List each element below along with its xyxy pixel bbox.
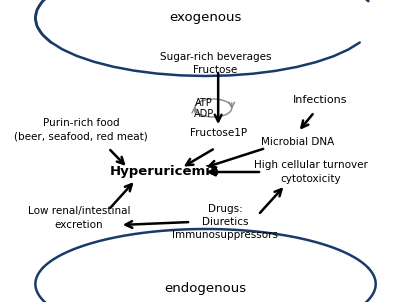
Text: Low renal/intestinal
excretion: Low renal/intestinal excretion [28, 206, 130, 230]
Text: High cellular turnover
cytotoxicity: High cellular turnover cytotoxicity [254, 160, 368, 184]
Text: endogenous: endogenous [164, 282, 246, 295]
Text: Microbial DNA: Microbial DNA [261, 137, 334, 147]
Text: Sugar-rich beverages
Fructose: Sugar-rich beverages Fructose [160, 52, 271, 75]
Text: ATP: ATP [195, 98, 212, 108]
Text: Purin-rich food
(beer, seafood, red meat): Purin-rich food (beer, seafood, red meat… [14, 118, 148, 142]
Text: Drugs:
Diuretics
Immunosuppressors: Drugs: Diuretics Immunosuppressors [172, 204, 278, 240]
Text: Hyperuricemia: Hyperuricemia [110, 165, 220, 178]
Text: exogenous: exogenous [169, 11, 242, 24]
Text: Fructose1P: Fructose1P [190, 128, 247, 138]
Text: ADP: ADP [194, 109, 214, 119]
Text: Infections: Infections [293, 95, 348, 105]
